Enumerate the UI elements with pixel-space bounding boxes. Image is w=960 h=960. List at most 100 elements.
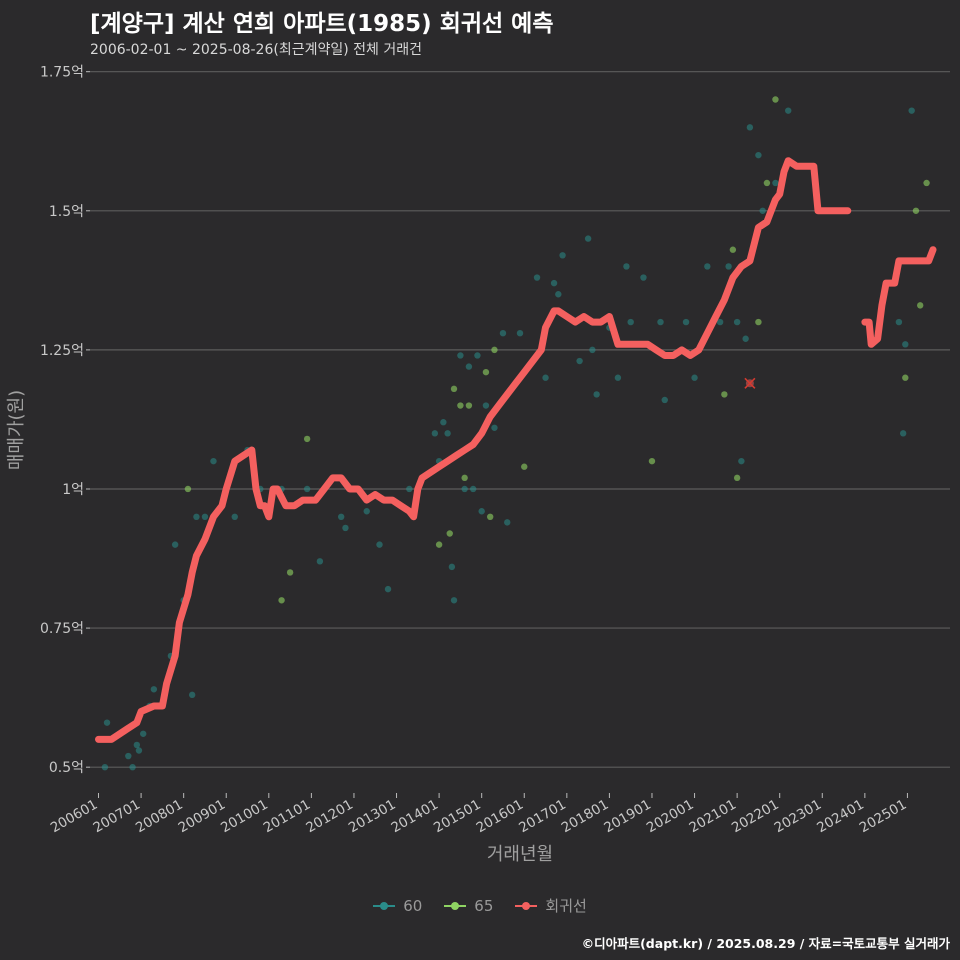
y-tick-label: 1억	[62, 482, 84, 498]
point-65	[482, 368, 490, 376]
point-60	[682, 318, 690, 326]
point-65	[755, 318, 762, 326]
point-65	[912, 207, 920, 214]
point-60	[478, 508, 485, 515]
legend-label-60: 60	[403, 896, 423, 915]
point-60	[303, 485, 311, 493]
x-tick-label: 201701	[516, 797, 569, 837]
x-tick-label: 202501	[857, 797, 910, 837]
point-60	[725, 263, 732, 270]
point-60	[193, 513, 200, 521]
point-60	[135, 747, 143, 754]
point-65	[491, 346, 498, 354]
legend-item-65[interactable]: 65	[444, 895, 493, 916]
point-65	[286, 569, 294, 576]
x-tick-label: 201101	[261, 797, 314, 837]
point-60	[342, 524, 349, 532]
y-tick-label: 1.25억	[40, 343, 84, 359]
x-tick-label: 201501	[431, 797, 484, 837]
legend-item-regression[interactable]: 회귀선	[515, 895, 587, 916]
point-60	[101, 763, 109, 771]
point-60	[627, 318, 634, 326]
x-tick-label: 200901	[176, 797, 229, 837]
x-tick-label: 201201	[303, 797, 356, 837]
point-60	[406, 485, 413, 493]
point-65	[733, 474, 741, 482]
point-65	[486, 513, 494, 521]
point-60	[474, 352, 481, 359]
regression-segment	[95, 157, 852, 743]
footer-credit: ©디아파트(dapt.kr) / 2025.08.29 / 자료=국토교통부 실…	[581, 936, 950, 951]
point-60	[533, 274, 541, 281]
point-60	[491, 424, 498, 431]
point-60	[171, 541, 179, 548]
point-60	[457, 352, 464, 359]
y-tick-label: 0.5억	[49, 760, 84, 776]
point-65	[446, 530, 453, 537]
point-60	[555, 291, 562, 298]
point-60	[482, 402, 490, 409]
point-60	[431, 430, 439, 437]
x-tick-label: 202401	[814, 797, 867, 837]
scatter-points	[101, 96, 930, 771]
point-60	[316, 558, 324, 565]
y-tick-label: 1.75억	[40, 65, 84, 81]
legend-label-regression: 회귀선	[545, 897, 587, 915]
point-60	[444, 430, 451, 437]
point-60	[140, 730, 147, 737]
x-tick-label: 202101	[686, 797, 739, 837]
x-tick-label: 202201	[729, 797, 782, 837]
point-60	[363, 508, 370, 515]
x-tick-label: 201801	[559, 797, 612, 837]
legend-label-65: 65	[474, 896, 494, 915]
point-60	[691, 374, 698, 381]
point-65	[521, 463, 528, 470]
point-60	[576, 357, 583, 365]
point-60	[899, 430, 907, 437]
y-tick-label: 1.5억	[49, 204, 84, 220]
point-65	[461, 474, 468, 482]
point-60	[746, 124, 754, 131]
y-axis-label: 매매가(원)	[6, 390, 27, 470]
point-60	[384, 585, 392, 593]
point-60	[559, 252, 566, 259]
point-65	[721, 391, 728, 398]
point-65	[435, 541, 443, 548]
point-60	[337, 513, 345, 521]
point-60	[623, 263, 630, 270]
point-60	[448, 563, 456, 571]
regression-segment	[861, 246, 937, 348]
x-tick-label: 202301	[772, 797, 825, 837]
point-60	[716, 318, 724, 326]
point-60	[469, 485, 477, 493]
x-axis-label: 거래년월	[487, 844, 553, 865]
y-tick-label: 0.75억	[40, 621, 84, 637]
point-60	[450, 597, 458, 604]
chart-subtitle: 2006-02-01 ~ 2025-08-26(최근계약일) 전체 거래건	[90, 42, 422, 58]
x-tick-label: 201301	[346, 797, 399, 837]
point-60	[640, 274, 647, 281]
point-65	[648, 457, 656, 465]
point-60	[504, 519, 511, 526]
chart-legend: 60 65 회귀선	[0, 895, 960, 916]
point-60	[542, 374, 549, 381]
point-60	[231, 513, 238, 521]
point-60	[103, 719, 111, 726]
point-60	[657, 318, 664, 326]
x-tick-label: 200601	[48, 797, 101, 837]
point-65	[184, 485, 192, 493]
point-65	[763, 179, 771, 187]
point-60	[772, 179, 779, 187]
point-60	[133, 741, 141, 749]
point-60	[550, 279, 558, 287]
x-tick-label: 201601	[474, 797, 527, 837]
point-65	[923, 179, 930, 187]
point-65	[278, 597, 285, 604]
x-tick-label: 200801	[133, 797, 186, 837]
point-60	[593, 391, 600, 398]
legend-key-65	[444, 901, 467, 911]
legend-item-60[interactable]: 60	[373, 895, 422, 916]
point-65	[916, 302, 924, 309]
point-65	[457, 402, 464, 409]
